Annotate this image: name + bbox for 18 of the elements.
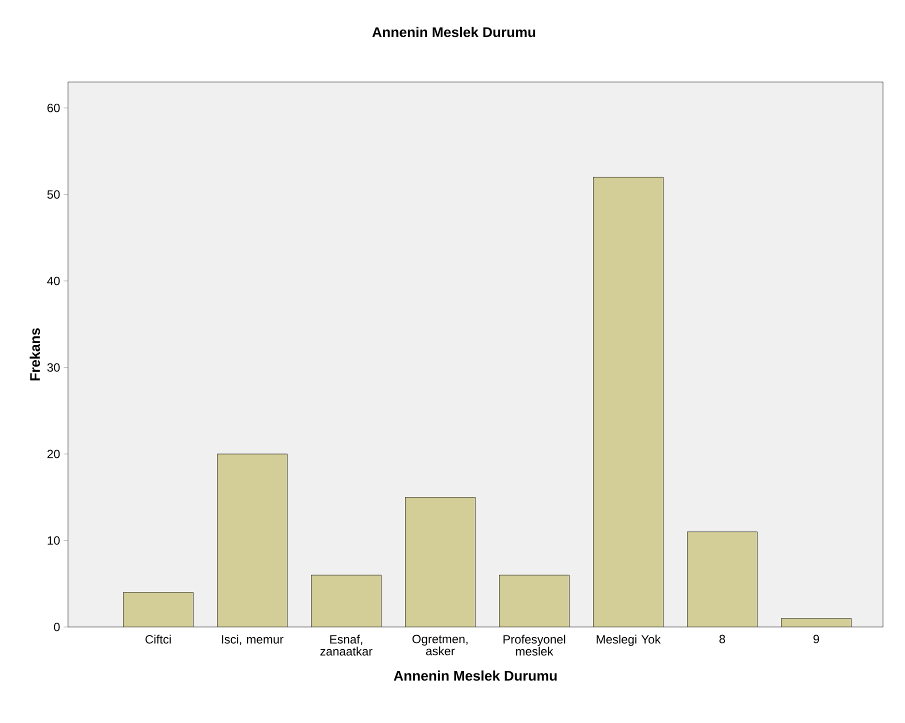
y-axis-title: Frekans bbox=[30, 328, 40, 380]
y-tick-label: 30 bbox=[47, 363, 60, 372]
y-tick-label: 10 bbox=[48, 536, 60, 545]
x-tick-label: Profesyonel meslek bbox=[504, 634, 566, 656]
x-tick-label: Meslegi Yok bbox=[596, 634, 661, 646]
y-tick-label: 20 bbox=[47, 450, 60, 458]
y-tick-label: 50 bbox=[47, 190, 60, 199]
x-tick-label: Isci, memur bbox=[222, 634, 284, 646]
chart-title: Annenin Meslek Durumu bbox=[372, 26, 536, 38]
x-tick-label: Ogretmen, asker bbox=[412, 634, 468, 656]
x-tick-label: Esnaf, zanaatkar bbox=[320, 634, 372, 656]
x-tick-label: Ciftci bbox=[146, 634, 171, 644]
y-tick-label: 40 bbox=[47, 276, 60, 286]
x-tick-label: 8 bbox=[719, 634, 726, 644]
y-tick-label: 0 bbox=[54, 622, 60, 632]
y-tick-label: 60 bbox=[47, 104, 60, 112]
x-tick-label: 9 bbox=[813, 634, 820, 644]
x-axis-title: Annenin Meslek Durumu bbox=[394, 670, 557, 681]
